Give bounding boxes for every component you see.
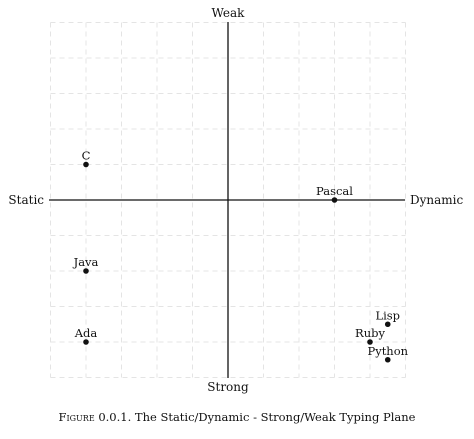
point-ruby	[367, 339, 373, 345]
point-label-ruby: Ruby	[355, 326, 385, 340]
point-label-pascal: Pascal	[316, 184, 353, 198]
point-c	[83, 161, 89, 168]
axis-label-dynamic: Dynamic	[410, 193, 464, 207]
figure-caption: Figure 0.0.1. The Static/Dynamic - Stron…	[0, 410, 474, 424]
caption-prefix: Figure 0.0.1.	[58, 410, 132, 424]
typing-plane-diagram: Static Dynamic Weak Strong C Pascal Java Ad…	[8, 6, 464, 394]
data-points: C Pascal Java Ada Lisp Ruby Python	[73, 149, 409, 363]
point-ada	[83, 339, 89, 345]
point-label-lisp: Lisp	[375, 308, 400, 322]
axis-label-weak: Weak	[212, 6, 246, 20]
point-label-python: Python	[367, 344, 408, 358]
point-python	[384, 356, 391, 363]
point-java	[83, 268, 89, 274]
point-label-java: Java	[73, 255, 99, 269]
point-lisp	[384, 321, 391, 328]
point-label-ada: Ada	[74, 326, 98, 340]
axis-label-strong: Strong	[207, 380, 249, 394]
point-label-c: C	[82, 149, 91, 163]
point-pascal	[331, 197, 338, 203]
axis-label-static: Static	[8, 193, 44, 207]
caption-text: The Static/Dynamic - Strong/Weak Typing …	[134, 410, 416, 424]
